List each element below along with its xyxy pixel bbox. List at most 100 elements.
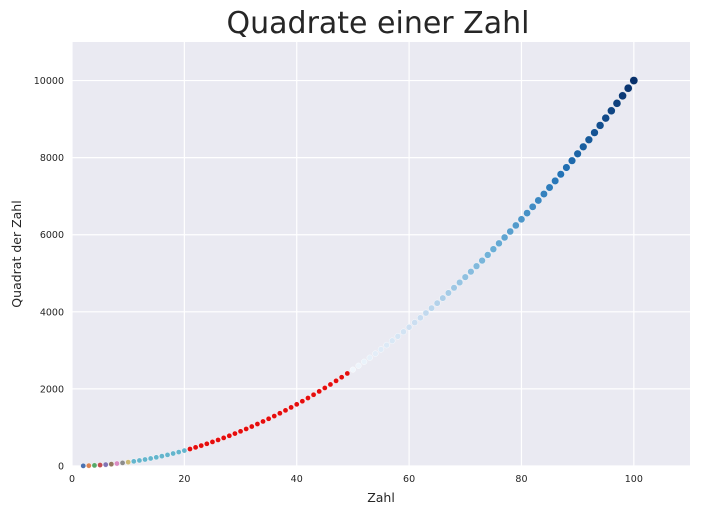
data-point <box>349 366 356 373</box>
data-point <box>545 183 554 192</box>
data-point <box>344 370 351 377</box>
data-point <box>91 462 98 469</box>
data-point <box>377 346 385 353</box>
data-point <box>322 385 328 391</box>
data-point <box>102 461 109 468</box>
data-point <box>618 91 627 101</box>
data-point <box>467 268 475 276</box>
data-point <box>444 289 452 297</box>
data-point <box>170 450 176 457</box>
data-point <box>204 440 210 447</box>
data-point <box>422 309 430 317</box>
data-point <box>232 430 238 437</box>
data-point <box>383 341 390 349</box>
data-point <box>147 455 154 462</box>
data-point <box>327 381 334 388</box>
data-points <box>80 76 639 469</box>
data-point <box>288 404 294 411</box>
data-point <box>355 362 362 369</box>
data-point <box>556 170 565 179</box>
tick-labels: 0 20 40 60 80 100 0 2000 4000 6000 8000 10000 <box>34 76 643 485</box>
data-point <box>293 401 300 408</box>
data-point <box>237 428 244 435</box>
data-point <box>517 215 526 224</box>
data-point <box>164 452 171 458</box>
data-point <box>461 273 469 281</box>
data-point <box>338 374 345 380</box>
data-point <box>405 323 413 331</box>
data-point <box>612 99 622 108</box>
data-point <box>260 418 266 425</box>
plot-area <box>72 42 690 466</box>
data-point <box>528 202 537 211</box>
data-point <box>192 444 199 451</box>
y-axis-title: Quadrat der Zahl <box>9 200 24 307</box>
data-point <box>159 453 165 459</box>
data-point <box>495 239 503 248</box>
x-tick-label: 20 <box>178 474 190 485</box>
data-point <box>394 333 402 340</box>
data-point <box>108 461 115 467</box>
data-point <box>623 83 633 93</box>
data-point <box>305 395 311 401</box>
data-point <box>590 128 599 137</box>
grid-lines <box>71 42 690 467</box>
data-point <box>584 135 593 144</box>
data-point <box>500 233 509 242</box>
data-point <box>568 156 577 165</box>
data-point <box>450 284 458 292</box>
data-point <box>601 113 610 123</box>
data-point <box>181 447 188 454</box>
data-point <box>136 457 143 464</box>
x-axis-title: Zahl <box>367 490 395 505</box>
data-point <box>254 421 261 427</box>
data-point <box>80 463 87 469</box>
data-point <box>472 262 481 270</box>
data-point <box>220 435 227 441</box>
data-point <box>534 196 543 205</box>
x-tick-label: 0 <box>69 474 75 485</box>
data-point <box>175 449 182 455</box>
data-point <box>389 337 396 344</box>
data-point <box>512 221 520 230</box>
data-point <box>277 410 283 417</box>
data-point <box>310 391 317 398</box>
y-tick-label: 8000 <box>40 153 64 164</box>
data-point <box>209 439 216 445</box>
data-point <box>417 314 424 322</box>
data-point <box>271 413 278 419</box>
data-point <box>551 176 560 185</box>
data-point <box>333 378 339 384</box>
data-point <box>506 227 514 236</box>
data-point <box>400 328 407 336</box>
chart-title: Quadrate einer Zahl <box>227 6 530 41</box>
x-tick-label: 40 <box>291 474 303 485</box>
data-point <box>595 121 605 130</box>
data-point <box>299 398 306 405</box>
y-tick-label: 4000 <box>40 307 64 318</box>
data-point <box>130 458 137 465</box>
data-point <box>125 459 131 465</box>
data-point <box>372 350 379 357</box>
data-point <box>540 190 548 198</box>
data-point <box>142 456 148 463</box>
data-point <box>439 294 447 302</box>
data-point <box>119 460 126 466</box>
data-point <box>489 245 498 253</box>
data-point <box>478 256 486 265</box>
data-point <box>316 388 323 395</box>
data-point <box>243 426 249 432</box>
data-point <box>607 106 616 115</box>
data-point <box>248 423 255 430</box>
data-point <box>198 442 205 449</box>
data-point <box>86 462 92 469</box>
data-point <box>428 304 435 312</box>
data-point <box>215 437 221 443</box>
y-tick-label: 0 <box>58 462 64 473</box>
data-point <box>226 432 233 439</box>
data-point <box>456 278 464 286</box>
data-point <box>433 299 441 307</box>
data-point <box>97 462 103 468</box>
data-point <box>282 407 289 414</box>
